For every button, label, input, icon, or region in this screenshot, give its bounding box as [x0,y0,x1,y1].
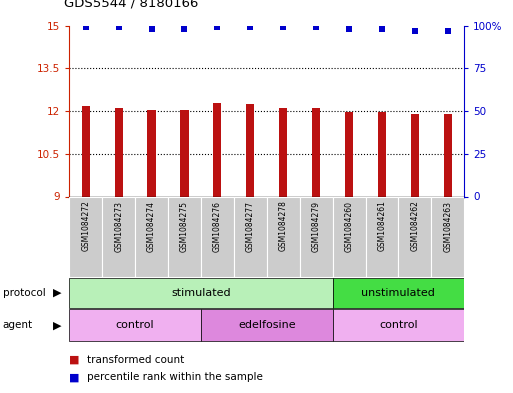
Point [312,24,320,30]
FancyBboxPatch shape [69,309,201,341]
Point [147,26,155,32]
Text: unstimulated: unstimulated [362,288,436,298]
Point [444,28,452,34]
Text: ■: ■ [69,372,80,382]
Bar [411,114,419,196]
Bar [312,108,320,196]
FancyBboxPatch shape [332,278,464,308]
Point [181,26,189,32]
Text: GSM1084273: GSM1084273 [114,200,123,252]
Point [345,26,353,32]
Text: control: control [379,320,418,330]
Text: ▶: ▶ [53,288,62,298]
FancyBboxPatch shape [431,196,464,277]
FancyBboxPatch shape [201,309,332,341]
Point [246,24,254,30]
Text: GSM1084260: GSM1084260 [345,200,353,252]
Text: ▶: ▶ [53,320,62,330]
Bar [213,103,222,196]
Text: ■: ■ [69,354,80,365]
Text: agent: agent [3,320,33,330]
Text: edelfosine: edelfosine [238,320,295,330]
Text: percentile rank within the sample: percentile rank within the sample [87,372,263,382]
Bar [181,110,189,196]
Bar [114,108,123,196]
Text: GSM1084262: GSM1084262 [410,200,420,252]
Point [82,24,90,30]
Point [279,24,287,30]
Bar [378,112,386,196]
FancyBboxPatch shape [168,196,201,277]
Point [114,24,123,30]
Bar [345,112,353,196]
Text: GSM1084278: GSM1084278 [279,200,288,252]
Text: GSM1084274: GSM1084274 [147,200,156,252]
Point [378,26,386,32]
FancyBboxPatch shape [365,196,399,277]
FancyBboxPatch shape [69,196,102,277]
FancyBboxPatch shape [300,196,332,277]
Text: GDS5544 / 8180166: GDS5544 / 8180166 [64,0,199,10]
Text: GSM1084272: GSM1084272 [81,200,90,252]
Point [213,24,222,30]
Text: GSM1084277: GSM1084277 [246,200,255,252]
Text: GSM1084275: GSM1084275 [180,200,189,252]
Text: GSM1084263: GSM1084263 [443,200,452,252]
Bar [246,104,254,196]
FancyBboxPatch shape [69,278,332,308]
Bar [147,110,155,196]
Text: protocol: protocol [3,288,45,298]
Text: GSM1084276: GSM1084276 [213,200,222,252]
FancyBboxPatch shape [332,196,365,277]
Text: stimulated: stimulated [171,288,231,298]
FancyBboxPatch shape [102,196,135,277]
FancyBboxPatch shape [135,196,168,277]
Bar [279,108,287,196]
Text: transformed count: transformed count [87,354,185,365]
FancyBboxPatch shape [332,309,464,341]
Text: GSM1084261: GSM1084261 [378,200,386,252]
FancyBboxPatch shape [234,196,267,277]
Bar [82,106,90,196]
Text: GSM1084279: GSM1084279 [311,200,321,252]
FancyBboxPatch shape [267,196,300,277]
FancyBboxPatch shape [201,196,234,277]
Text: control: control [116,320,154,330]
FancyBboxPatch shape [399,196,431,277]
Bar [444,114,452,196]
Point [411,28,419,34]
